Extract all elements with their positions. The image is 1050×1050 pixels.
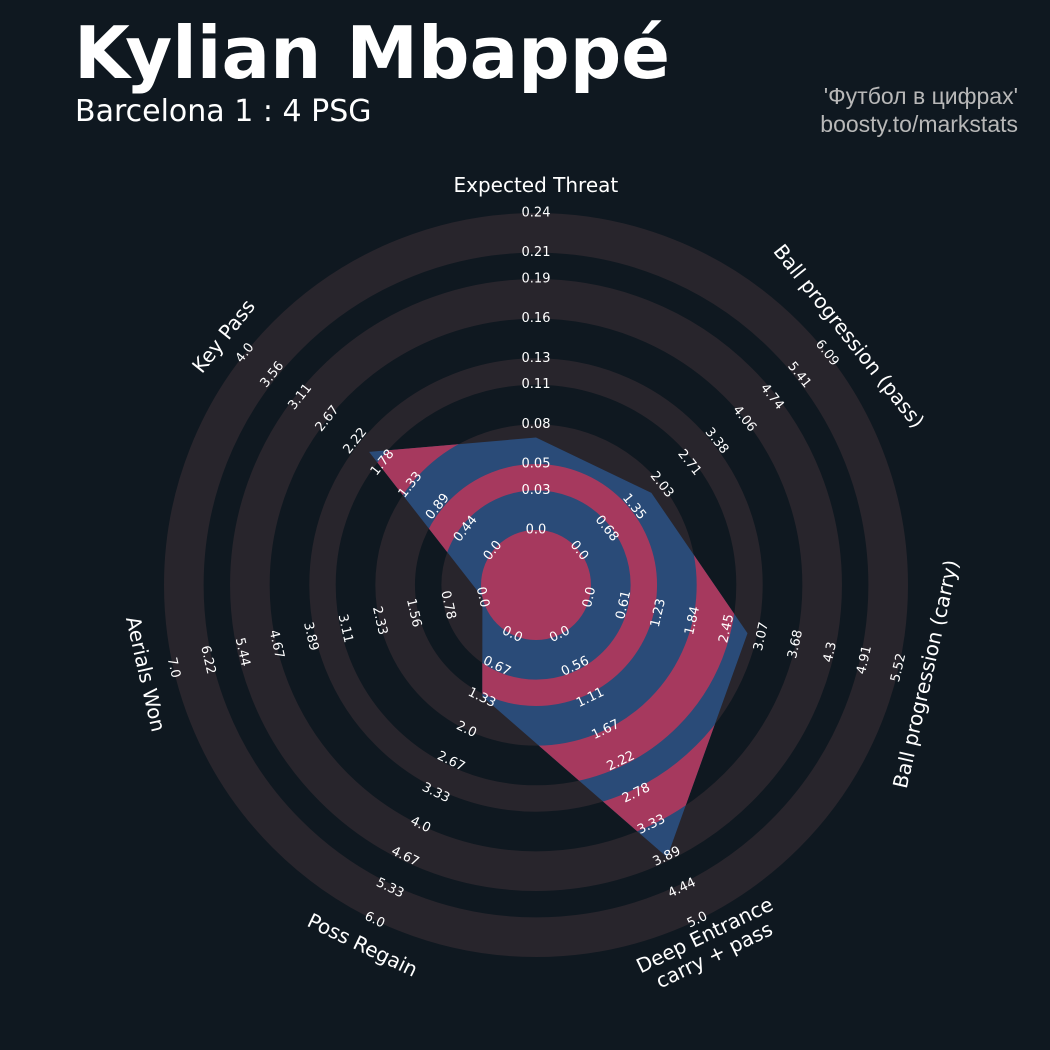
tick-label: 0.16 bbox=[522, 311, 551, 326]
tick-label: 0.21 bbox=[522, 245, 551, 260]
highlight-disc bbox=[481, 530, 591, 640]
chart-title: Kylian Mbappé bbox=[74, 11, 671, 95]
tick-label: 0.05 bbox=[522, 456, 551, 471]
tick-label: 1.23 bbox=[648, 597, 669, 629]
ring-band bbox=[309, 358, 763, 812]
tick-label: 3.11 bbox=[335, 613, 356, 645]
tick-label: 0.0 bbox=[580, 585, 599, 609]
tick-label: 6.22 bbox=[197, 644, 218, 676]
tick-label: 1.84 bbox=[682, 605, 703, 637]
tick-label: 0.08 bbox=[522, 417, 551, 432]
tick-label: 4.67 bbox=[266, 629, 287, 661]
ring-band bbox=[164, 213, 908, 957]
radar-area bbox=[369, 437, 748, 858]
tick-label: 3.07 bbox=[751, 621, 772, 653]
tick-label: 3.68 bbox=[785, 628, 806, 660]
credit: 'Футбол в цифрах' bbox=[823, 83, 1018, 109]
tick-label: 5.44 bbox=[232, 636, 253, 668]
chart-subtitle: Barcelona 1 : 4 PSG bbox=[75, 94, 372, 129]
tick-label: 3.89 bbox=[300, 621, 321, 653]
tick-label: 5.52 bbox=[888, 652, 909, 684]
param-label: Expected Threat bbox=[453, 173, 619, 197]
tick-label: 2.45 bbox=[716, 613, 737, 645]
tick-label: 0.0 bbox=[526, 523, 547, 538]
tick-label: 2.33 bbox=[369, 605, 390, 637]
tick-label: 0.78 bbox=[437, 589, 458, 621]
tick-label: 4.91 bbox=[854, 644, 875, 676]
ring-band bbox=[230, 279, 842, 891]
tick-label: 0.19 bbox=[522, 272, 551, 287]
tick-label: 1.56 bbox=[403, 597, 424, 629]
tick-label: 0.61 bbox=[613, 589, 634, 621]
tick-label: 7.0 bbox=[164, 656, 183, 680]
credit: boosty.to/markstats bbox=[820, 111, 1018, 137]
tick-label: 0.11 bbox=[522, 377, 551, 392]
tick-label: 0.13 bbox=[522, 351, 551, 366]
tick-label: 0.24 bbox=[522, 206, 551, 221]
tick-label: 4.3 bbox=[821, 640, 840, 664]
tick-label: 0.0 bbox=[473, 585, 492, 609]
tick-label: 0.03 bbox=[522, 483, 551, 498]
